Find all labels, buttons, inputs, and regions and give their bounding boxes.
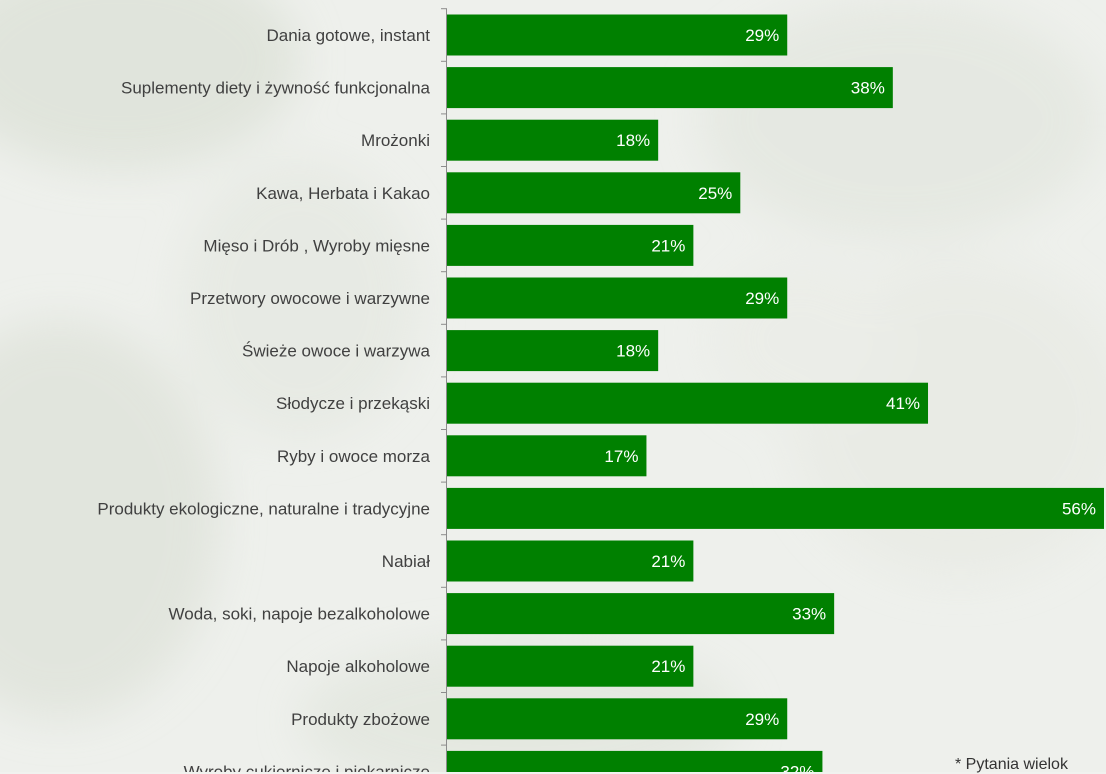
category-label: Suplementy diety i żywność funkcjonalna (121, 79, 431, 98)
category-label: Przetwory owocowe i warzywne (190, 289, 430, 308)
category-label: Produkty zbożowe (291, 710, 430, 729)
bars-layer: 29% 38% 18% 25% 21% 29% 18% 41% 17% 56% 21% 33% 21% 2… (447, 14, 1104, 772)
bar (447, 435, 647, 477)
category-label: Mrożonki (361, 131, 430, 150)
category-label: Dania gotowe, instant (267, 26, 431, 45)
value-label: 25% (698, 184, 732, 203)
bar (447, 14, 788, 56)
category-label: Świeże owoce i warzywa (242, 342, 431, 361)
value-label: 18% (616, 131, 650, 150)
bar (447, 698, 788, 740)
category-label: Nabiał (382, 552, 430, 571)
bar (447, 750, 823, 772)
bar (447, 382, 929, 424)
category-label: Napoje alkoholowe (286, 657, 430, 676)
value-label: 29% (745, 26, 779, 45)
value-label: 18% (616, 342, 650, 361)
bar (447, 119, 659, 161)
category-label: Mięso i Drób , Wyroby mięsne (203, 236, 430, 255)
category-label: Produkty ekologiczne, naturalne i tradyc… (97, 499, 430, 518)
value-label: 21% (651, 552, 685, 571)
bar (447, 487, 1104, 529)
category-label: Woda, soki, napoje bezalkoholowe (169, 605, 430, 624)
category-label: Wyroby cukiernicze i piekarnicze (184, 762, 430, 772)
category-label: Kawa, Herbata i Kakao (256, 184, 430, 203)
value-label: 21% (651, 236, 685, 255)
category-label: Ryby i owoce morza (277, 447, 431, 466)
value-label: 29% (745, 710, 779, 729)
bar (447, 277, 788, 319)
value-label: 32% (780, 762, 814, 772)
bar (447, 593, 835, 635)
bar (447, 172, 741, 214)
value-label: 29% (745, 289, 779, 308)
y-axis (441, 8, 447, 772)
value-label: 38% (851, 79, 885, 98)
category-labels-layer: Dania gotowe, instant Suplementy diety i … (97, 26, 430, 772)
value-label: 21% (651, 657, 685, 676)
bar (447, 540, 694, 582)
bar (447, 330, 659, 372)
footnote: * Pytania wielok (955, 756, 1068, 773)
bar (447, 67, 893, 109)
value-label: 17% (604, 447, 638, 466)
bar (447, 224, 694, 266)
bar (447, 645, 694, 687)
category-label: Słodycze i przekąski (276, 394, 430, 413)
value-label: 56% (1062, 499, 1096, 518)
value-label: 41% (886, 394, 920, 413)
value-label: 33% (792, 605, 826, 624)
